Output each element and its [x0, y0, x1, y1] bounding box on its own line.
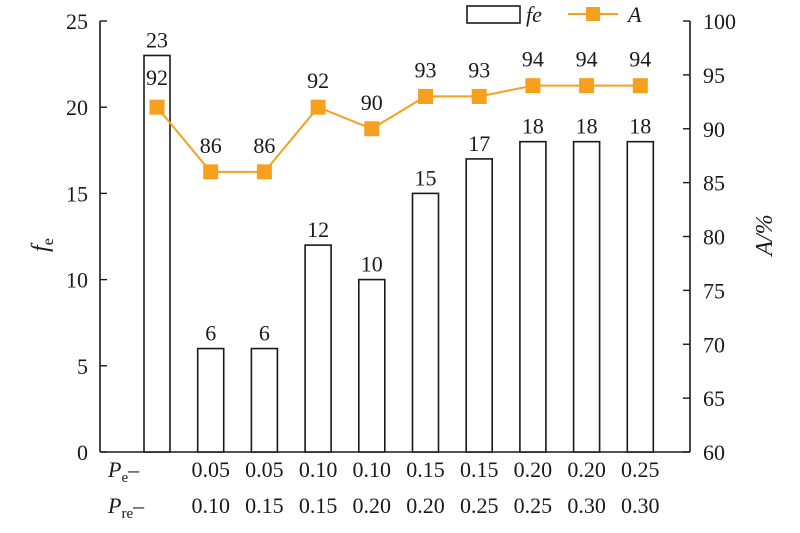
category-label-pe: 0.15: [406, 457, 445, 482]
data-labels: 23 6 6 12 10 15 17 18 18 18 92 86 86 92 90 93 93 94 94 94: [146, 27, 651, 345]
line-value-label: 86: [253, 133, 275, 158]
line-marker: [471, 88, 487, 104]
bar: [357, 278, 386, 453]
left-axis-label: fe: [28, 238, 57, 252]
right-tick-label: 95: [703, 63, 725, 88]
category-labels: Pe– Pre– 0.05 0.10 0.05 0.15 0.10 0.15 0.10 0.20 0…: [107, 457, 660, 522]
category-label-pe: 0.05: [191, 457, 230, 482]
bar-value-label: 6: [259, 321, 270, 346]
line-value-label: 90: [361, 90, 383, 115]
left-tick-label: 15: [66, 181, 88, 206]
category-label-pe: 0.10: [299, 457, 338, 482]
right-tick-label: 80: [703, 225, 725, 250]
bar-value-label: 23: [146, 27, 168, 52]
line-marker: [203, 164, 219, 180]
right-tick-label: 85: [703, 171, 725, 196]
bar: [465, 158, 494, 453]
category-label-pe: 0.25: [621, 457, 660, 482]
line-marker: [418, 88, 433, 104]
line-value-label: 92: [307, 68, 329, 93]
bar: [519, 140, 547, 453]
category-label-pre: 0.20: [353, 493, 392, 518]
category-label-pe: 0.15: [460, 457, 499, 482]
left-tick-label: 0: [77, 440, 88, 465]
bar-value-label: 12: [307, 217, 329, 242]
bar-value-label: 18: [576, 114, 598, 139]
bar: [196, 347, 225, 453]
bar: [572, 140, 601, 453]
line-value-label: 93: [415, 57, 437, 82]
line-path: [156, 84, 641, 173]
category-label-pre: 0.15: [245, 493, 284, 518]
category-label-pre: 0.25: [460, 493, 499, 518]
bar-series: [143, 54, 655, 453]
line-marker: [149, 99, 165, 115]
line-value-label: 94: [629, 47, 651, 72]
line-marker: [632, 78, 648, 94]
right-tick-label: 90: [703, 117, 725, 142]
row-label-pre: Pre–: [107, 493, 145, 522]
left-tick-label: 10: [66, 268, 88, 293]
bar: [626, 140, 655, 453]
line-marker: [256, 164, 272, 180]
category-label-pe: 0.20: [514, 457, 553, 482]
line-marker: [364, 121, 380, 137]
category-label-pre: 0.20: [406, 493, 445, 518]
category-label-pe: 0.05: [245, 457, 284, 482]
left-tick-label: 20: [66, 95, 88, 120]
right-tick-label: 65: [703, 386, 725, 411]
legend-marker-swatch: [586, 7, 600, 21]
legend-label-a: A: [626, 2, 642, 27]
category-label-pre: 0.30: [567, 493, 606, 518]
line-value-label: 94: [522, 47, 544, 72]
bar: [143, 54, 171, 453]
bar: [304, 244, 332, 453]
category-label-pre: 0.25: [514, 493, 553, 518]
right-tick-label: 70: [703, 332, 725, 357]
category-label-pre: 0.30: [621, 493, 660, 518]
line-value-label: 86: [200, 133, 222, 158]
legend-label-fe: fe: [526, 2, 542, 27]
line-marker: [525, 78, 541, 94]
bar-value-label: 17: [468, 131, 490, 156]
right-axis-label: A/%: [752, 214, 778, 257]
left-tick-label: 25: [66, 9, 88, 34]
bar: [250, 347, 279, 453]
bar-value-label: 18: [522, 114, 544, 139]
right-tick-label: 100: [703, 9, 736, 34]
right-tick-label: 60: [703, 440, 725, 465]
bar-value-label: 15: [415, 165, 437, 190]
right-tick-label: 75: [703, 278, 725, 303]
legend: fe A: [466, 2, 642, 27]
bar-value-label: 10: [361, 252, 383, 277]
category-label-pre: 0.10: [191, 493, 230, 518]
bar: [411, 192, 440, 453]
row-label-pe: Pe–: [107, 457, 140, 486]
line-value-label: 93: [468, 57, 490, 82]
line-marker: [579, 78, 595, 94]
line-value-label: 92: [146, 65, 168, 90]
left-tick-label: 5: [77, 354, 88, 379]
category-label-pe: 0.10: [353, 457, 392, 482]
legend-bar-swatch: [466, 5, 521, 24]
category-label-pre: 0.15: [299, 493, 338, 518]
axes: 0 5 10 15 20 25 60 65 70 75 80 85 90 95 100: [66, 9, 736, 465]
category-label-pe: 0.20: [567, 457, 606, 482]
line-series: [149, 78, 648, 180]
line-value-label: 94: [576, 47, 598, 72]
bar-value-label: 6: [205, 321, 216, 346]
bar-value-label: 18: [629, 114, 651, 139]
line-marker: [310, 99, 326, 115]
